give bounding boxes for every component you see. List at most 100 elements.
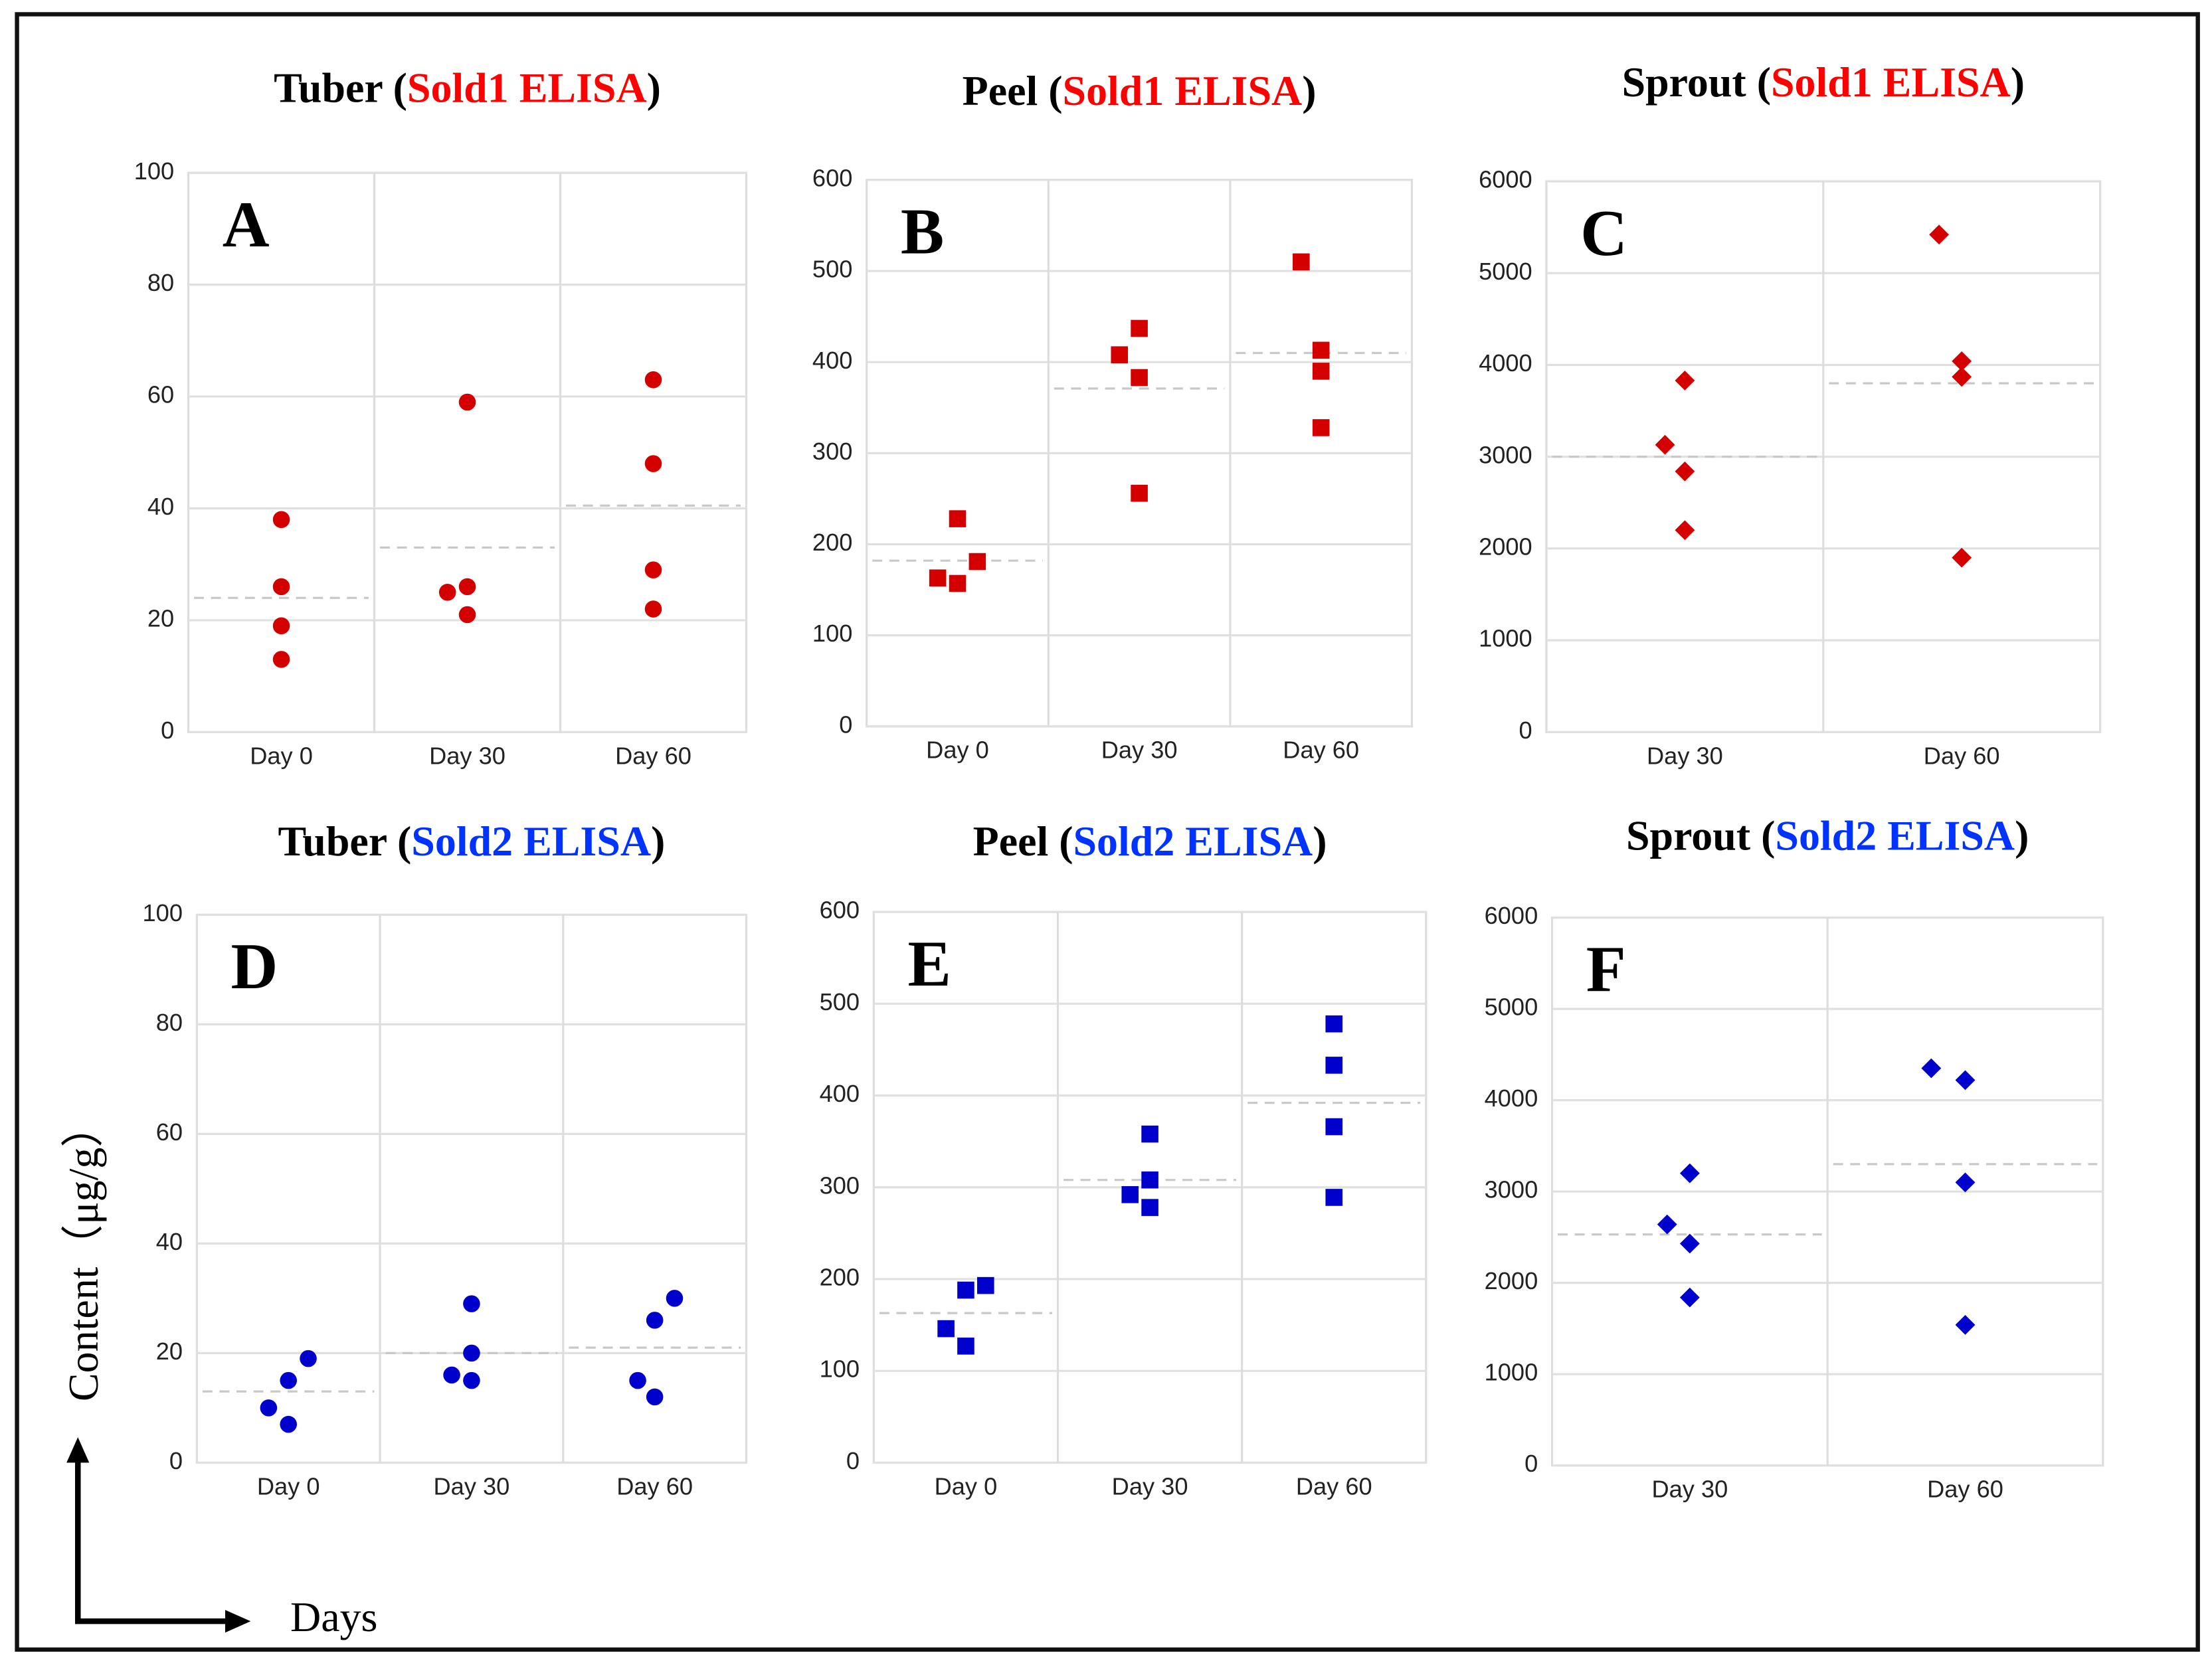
point — [280, 1371, 297, 1389]
point — [1952, 547, 1972, 568]
point — [272, 617, 290, 635]
y-tick-label: 6000 — [1485, 902, 1538, 929]
point — [937, 1320, 955, 1338]
y-tick-label: 500 — [812, 256, 852, 283]
point — [272, 578, 290, 596]
y-tick-label: 5000 — [1479, 258, 1532, 285]
x-tick-label: Day 30 — [1651, 1476, 1728, 1503]
point — [644, 561, 662, 578]
point — [929, 569, 947, 587]
point — [458, 606, 476, 624]
y-tick-label: 40 — [156, 1228, 183, 1255]
title-part: Sold2 ELISA — [1073, 818, 1313, 865]
title-part: Tuber ( — [274, 64, 407, 112]
chart-title: Peel (Sold1 ELISA) — [963, 67, 1317, 114]
point — [1657, 1214, 1677, 1235]
point — [1655, 434, 1675, 455]
panel-label: D — [230, 931, 278, 1003]
y-tick-label: 80 — [156, 1009, 183, 1036]
point — [300, 1350, 317, 1367]
y-tick-label: 400 — [812, 347, 852, 374]
y-tick-label: 2000 — [1479, 533, 1532, 560]
x-tick-label: Day 60 — [1296, 1472, 1372, 1500]
panel-label: C — [1580, 198, 1627, 270]
point — [1952, 351, 1972, 371]
point — [272, 511, 290, 529]
y-tick-label: 100 — [143, 899, 183, 926]
chart-title: Peel (Sold2 ELISA) — [973, 818, 1327, 865]
y-tick-label: 0 — [846, 1447, 860, 1474]
point — [1131, 319, 1148, 337]
point — [1141, 1199, 1158, 1216]
point — [646, 1388, 664, 1406]
panel-label: F — [1586, 934, 1626, 1005]
panel-label: E — [908, 928, 951, 1000]
point — [1955, 1314, 1976, 1335]
point — [280, 1415, 297, 1433]
x-tick-label: Day 30 — [434, 1472, 510, 1500]
point — [443, 1366, 460, 1384]
point — [976, 1276, 994, 1294]
point — [1131, 369, 1148, 387]
y-tick-label: 20 — [156, 1338, 183, 1365]
panel-label: A — [223, 189, 270, 261]
y-tick-label: 100 — [812, 620, 852, 647]
y-tick-label: 40 — [147, 493, 174, 520]
x-tick-label: Day 60 — [615, 742, 691, 769]
title-part: ) — [1313, 818, 1327, 865]
point — [949, 510, 967, 527]
plot-area — [187, 171, 748, 733]
point — [1131, 484, 1148, 502]
y-axis-label: Content（μg/g） — [60, 1105, 107, 1401]
title-part: Sold1 ELISA — [1063, 67, 1303, 114]
chart-title: Tuber (Sold1 ELISA) — [274, 64, 661, 112]
x-tick-label: Day 60 — [1283, 737, 1359, 764]
title-part: Peel ( — [973, 818, 1073, 865]
title-part: ) — [647, 64, 661, 112]
point — [1679, 1233, 1700, 1254]
title-part: ) — [1302, 67, 1316, 114]
title-part: Sprout ( — [1626, 812, 1775, 859]
point — [644, 371, 662, 389]
y-tick-label: 0 — [839, 711, 852, 738]
x-tick-label: Day 30 — [1112, 1472, 1188, 1500]
point — [957, 1338, 974, 1355]
point — [1679, 1163, 1700, 1183]
y-tick-label: 200 — [812, 529, 852, 556]
x-tick-label: Day 0 — [257, 1472, 320, 1500]
point — [463, 1295, 480, 1312]
point — [1955, 1070, 1976, 1091]
y-tick-label: 60 — [147, 381, 174, 408]
point — [1312, 419, 1330, 436]
title-part: Sold1 ELISA — [1771, 58, 2011, 106]
y-tick-label: 1000 — [1485, 1359, 1538, 1386]
point — [1293, 253, 1310, 271]
point — [1921, 1058, 1942, 1079]
y-tick-label: 0 — [169, 1447, 183, 1474]
y-arrowhead — [66, 1437, 90, 1463]
point — [438, 584, 456, 601]
y-tick-label: 2000 — [1485, 1267, 1538, 1294]
y-tick-label: 0 — [1519, 717, 1532, 744]
y-tick-label: 0 — [161, 717, 174, 744]
y-tick-label: 6000 — [1479, 166, 1532, 193]
point — [1141, 1171, 1158, 1189]
point — [629, 1371, 646, 1389]
y-tick-label: 60 — [156, 1118, 183, 1146]
point — [260, 1399, 278, 1417]
title-part: ) — [2011, 58, 2025, 106]
x-tick-label: Day 60 — [1924, 742, 2000, 769]
x-tick-label: Day 30 — [1101, 737, 1178, 764]
point — [666, 1290, 684, 1307]
x-tick-label: Day 0 — [935, 1472, 998, 1500]
y-tick-label: 500 — [820, 988, 860, 1015]
y-tick-label: 100 — [820, 1355, 860, 1383]
point — [1111, 346, 1129, 364]
point — [957, 1281, 974, 1299]
x-tick-label: Day 30 — [429, 742, 506, 769]
point — [1929, 224, 1950, 245]
y-tick-label: 4000 — [1485, 1085, 1538, 1112]
chart-title: Tuber (Sold2 ELISA) — [278, 818, 666, 865]
title-part: Sprout ( — [1622, 58, 1771, 106]
point — [272, 651, 290, 668]
